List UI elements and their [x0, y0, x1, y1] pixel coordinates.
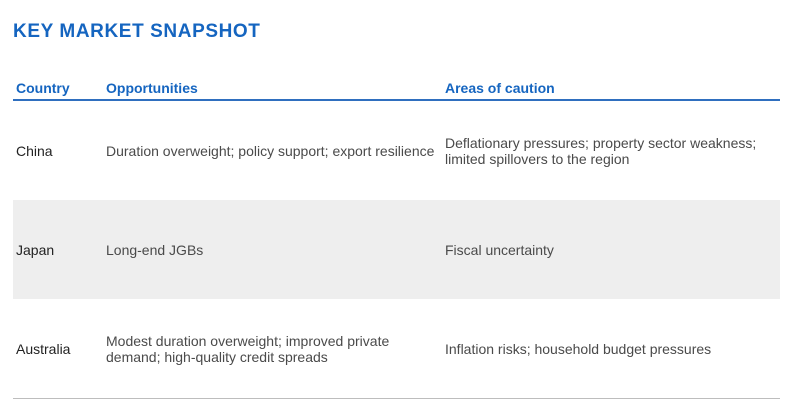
opportunities-cell: Duration overweight; policy support; exp…: [106, 142, 435, 159]
caution-cell: Inflation risks; household budget pressu…: [445, 340, 712, 357]
country-cell: China: [16, 142, 53, 159]
country-cell: Australia: [16, 340, 71, 357]
country-cell: Japan: [16, 241, 55, 258]
header-areas-of-caution: Areas of caution: [445, 80, 555, 96]
table-bottom-divider: [13, 398, 780, 399]
table-row-china: China Duration overweight; policy suppor…: [13, 101, 780, 200]
header-opportunities: Opportunities: [106, 80, 198, 96]
caution-cell: Fiscal uncertainty: [445, 241, 554, 258]
header-country: Country: [16, 80, 70, 96]
opportunities-cell: Modest duration overweight; improved pri…: [106, 332, 390, 365]
page-title: KEY MARKET SNAPSHOT: [13, 21, 261, 42]
table-header-row: Country Opportunities Areas of caution: [13, 80, 780, 101]
market-snapshot-table: Country Opportunities Areas of caution C…: [13, 80, 780, 399]
table-row-japan: Japan Long-end JGBs Fiscal uncertainty: [13, 200, 780, 299]
caution-cell: Deflationary pressures; property sector …: [445, 134, 757, 167]
opportunities-cell: Long-end JGBs: [106, 241, 204, 258]
table-row-australia: Australia Modest duration overweight; im…: [13, 299, 780, 398]
